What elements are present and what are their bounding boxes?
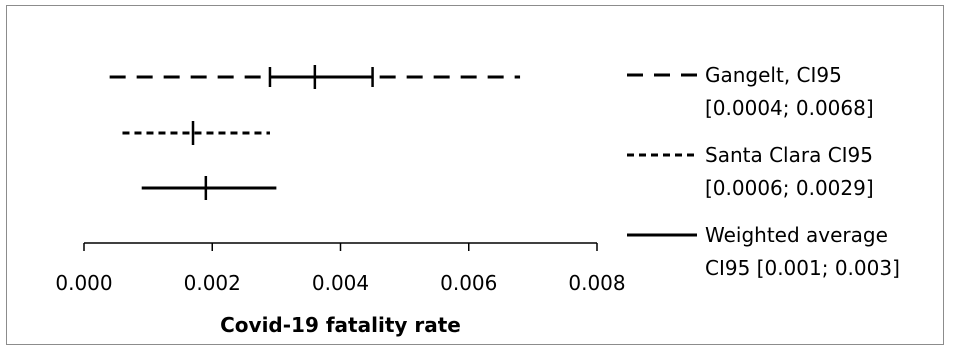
legend-label: Gangelt, CI95 <box>705 63 842 87</box>
series-3-errorbar <box>141 176 277 200</box>
legend-entry-2: Santa Clara CI95 [0.0006; 0.0029] <box>627 143 874 200</box>
plot-area <box>109 65 521 200</box>
series-2-errorbar <box>122 121 270 145</box>
legend-label: Santa Clara CI95 <box>705 143 873 167</box>
legend-label-ci: [0.0004; 0.0068] <box>705 96 874 120</box>
x-tick-label: 0.002 <box>184 271 241 295</box>
x-tick-label: 0.008 <box>568 271 625 295</box>
x-tick-label: 0.004 <box>312 271 369 295</box>
legend-label-ci: [0.0006; 0.0029] <box>705 176 874 200</box>
x-axis-title: Covid-19 fatality rate <box>220 313 461 337</box>
legend-label: Weighted average <box>705 223 888 247</box>
legend-entry-3: Weighted average CI95 [0.001; 0.003] <box>627 223 900 280</box>
chart-frame <box>6 5 944 345</box>
x-tick-label: 0.000 <box>55 271 112 295</box>
legend: Gangelt, CI95 [0.0004; 0.0068] Santa Clara… <box>627 63 900 280</box>
legend-label-ci: CI95 [0.001; 0.003] <box>705 256 900 280</box>
x-tick-label: 0.006 <box>440 271 497 295</box>
series-1-errorbar <box>109 65 521 89</box>
x-axis-ticks: 0.000 0.002 0.004 0.006 0.008 <box>55 243 626 295</box>
legend-entry-1: Gangelt, CI95 [0.0004; 0.0068] <box>627 63 874 120</box>
